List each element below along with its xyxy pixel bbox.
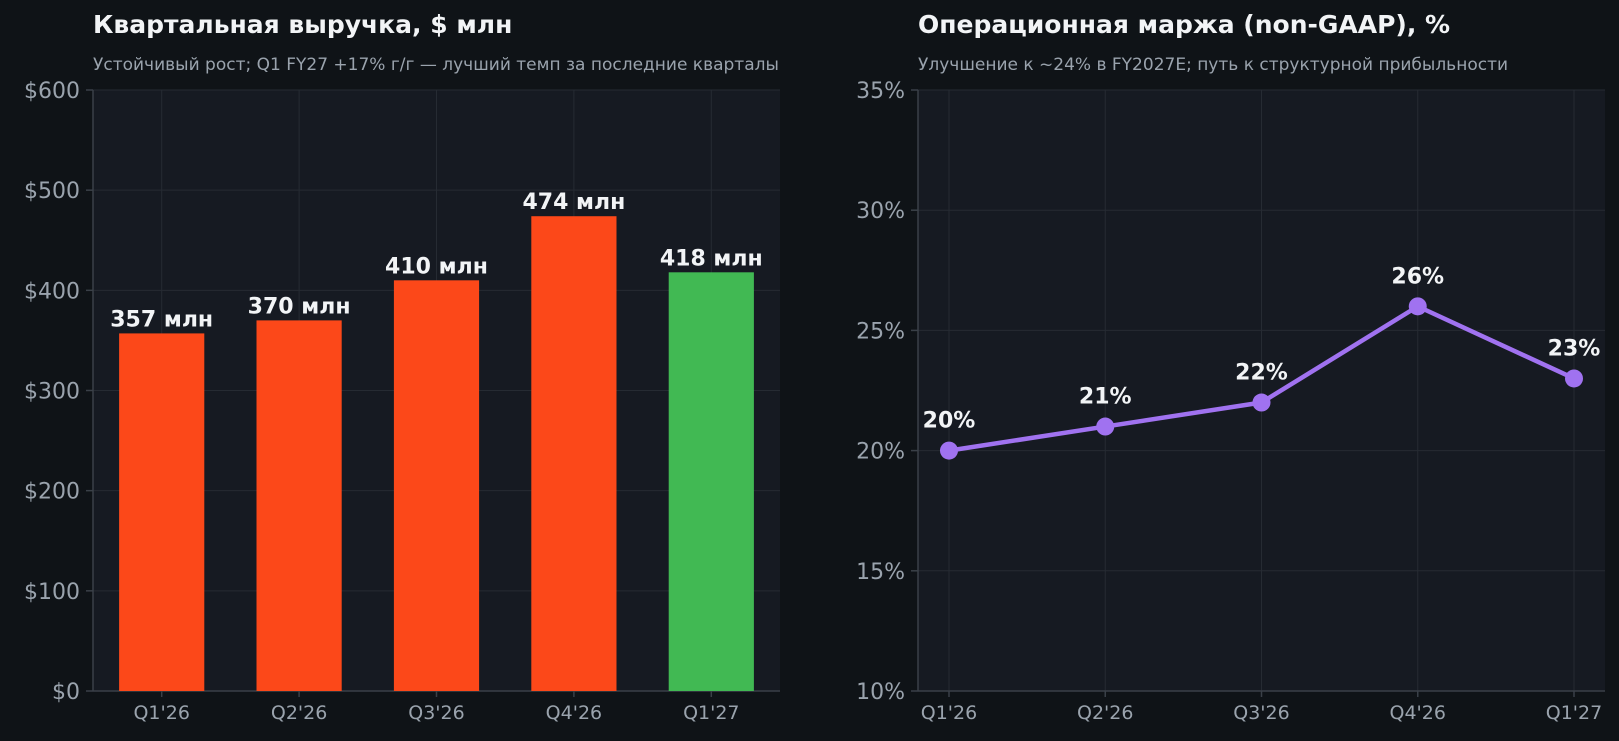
- margin-ytick-label: 10%: [856, 680, 905, 705]
- revenue-bar: [119, 333, 205, 691]
- revenue-chart-subtitle: Устойчивый рост; Q1 FY27 +17% г/г — лучш…: [93, 55, 779, 75]
- margin-xtick-label: Q2'26: [1077, 702, 1133, 724]
- margin-data-label: 21%: [1079, 385, 1132, 410]
- margin-chart-title: Операционная маржа (non-GAAP), %: [918, 10, 1451, 39]
- margin-point: [1096, 417, 1115, 436]
- margin-ytick-label: 15%: [856, 560, 905, 585]
- revenue-ytick-label: $0: [52, 680, 80, 705]
- margin-point: [1565, 369, 1583, 388]
- margin-ytick-label: 30%: [856, 199, 905, 224]
- revenue-ytick-label: $100: [24, 580, 80, 605]
- margin-ytick-label: 20%: [856, 440, 905, 465]
- margin-line-chart: 10% 15% 20% 25% 30% 35% 20% Q1'26 21% Q2'26 22% Q3'…: [856, 79, 1605, 724]
- revenue-xtick-label: Q2'26: [271, 702, 327, 724]
- margin-point: [940, 441, 958, 460]
- revenue-xtick-label: Q4'26: [546, 702, 602, 724]
- revenue-bar: [531, 216, 617, 691]
- margin-ytick-label: 25%: [856, 319, 905, 344]
- revenue-xtick-label: Q1'27: [683, 702, 739, 724]
- revenue-data-label: 410 млн: [385, 254, 488, 279]
- revenue-data-label: 370 млн: [248, 294, 351, 319]
- margin-xtick-label: Q3'26: [1233, 702, 1289, 724]
- margin-chart-subtitle: Улучшение к ~24% в FY2027E; путь к струк…: [918, 55, 1509, 75]
- margin-xtick-label: Q1'26: [921, 702, 977, 724]
- revenue-ytick-label: $600: [24, 79, 80, 104]
- revenue-chart-title: Квартальная выручка, $ млн: [93, 10, 513, 39]
- margin-data-label: 22%: [1235, 361, 1288, 386]
- revenue-bar: [393, 280, 480, 691]
- revenue-bar: [256, 320, 342, 691]
- revenue-ytick-label: $200: [24, 480, 80, 505]
- revenue-data-label: 474 млн: [522, 190, 625, 215]
- margin-xtick-label: Q4'26: [1390, 702, 1446, 724]
- revenue-ytick-label: $400: [24, 279, 80, 304]
- revenue-data-label: 418 млн: [660, 246, 763, 271]
- margin-data-label: 20%: [923, 409, 976, 434]
- margin-data-label: 23%: [1548, 336, 1601, 361]
- margin-data-label: 26%: [1391, 264, 1444, 289]
- revenue-ytick-label: $500: [24, 179, 80, 204]
- revenue-data-label: 357 млн: [110, 307, 213, 332]
- margin-ytick-label: 35%: [856, 79, 905, 104]
- margin-point: [1252, 393, 1271, 412]
- margin-point: [1408, 297, 1427, 316]
- margin-xtick-label: Q1'27: [1546, 702, 1602, 724]
- revenue-xtick-label: Q3'26: [408, 702, 464, 724]
- revenue-bar-chart: $0 $100 $200 $300 $400 $500 $600 357 млн Q1'26 37…: [24, 79, 780, 724]
- revenue-ytick-label: $300: [24, 380, 80, 405]
- revenue-bar: [668, 272, 754, 691]
- revenue-xtick-label: Q1'26: [133, 702, 189, 724]
